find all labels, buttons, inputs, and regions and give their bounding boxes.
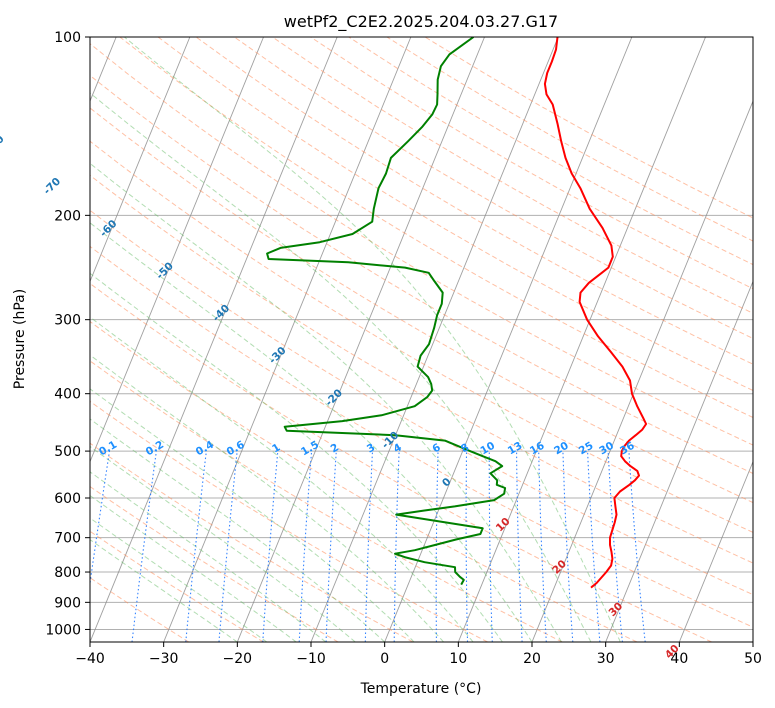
mixing-ratio-line bbox=[607, 451, 623, 642]
x-tick-label: 40 bbox=[670, 651, 688, 667]
dry-adiabat bbox=[157, 37, 753, 392]
dry-adiabat bbox=[90, 530, 264, 642]
x-tick-label: 10 bbox=[449, 651, 467, 667]
isotherm-line bbox=[90, 37, 338, 642]
y-tick-label: 900 bbox=[54, 595, 81, 611]
chart-title: wetPf2_C2E2.2025.204.03.27.G17 bbox=[284, 12, 558, 32]
moist-adiabat bbox=[124, 37, 621, 642]
dry-adiabat bbox=[90, 282, 712, 642]
dry-adiabat bbox=[90, 485, 339, 642]
dry-adiabat bbox=[310, 37, 753, 290]
x-tick-label: −10 bbox=[296, 651, 326, 667]
x-tick-label: −30 bbox=[149, 651, 179, 667]
moist-adiabat bbox=[90, 388, 415, 642]
mixing-ratio-line bbox=[185, 451, 207, 642]
y-tick-label: 300 bbox=[54, 313, 81, 329]
y-tick-label: 100 bbox=[54, 30, 81, 46]
isotherm-line bbox=[310, 37, 559, 642]
dry-adiabat bbox=[119, 37, 753, 418]
mixing-ratio-line bbox=[218, 451, 238, 642]
mixing-ratio-line bbox=[628, 451, 646, 642]
y-tick-label: 200 bbox=[54, 208, 81, 224]
isotherm-line bbox=[531, 99, 753, 642]
mixing-ratio-line bbox=[131, 451, 157, 642]
y-tick-label: 500 bbox=[54, 444, 81, 460]
profile-lines bbox=[266, 37, 648, 589]
x-tick-label: −20 bbox=[223, 651, 253, 667]
y-axis-label: Pressure (hPa) bbox=[12, 289, 28, 389]
isotherm-line bbox=[384, 37, 633, 642]
moist-adiabat bbox=[90, 272, 503, 642]
background-lines bbox=[90, 37, 753, 642]
x-tick-label: −40 bbox=[75, 651, 105, 667]
temperature-line bbox=[543, 37, 648, 589]
x-tick-label: 0 bbox=[380, 651, 389, 667]
dry-adiabat bbox=[90, 400, 488, 642]
moist-adiabat bbox=[90, 354, 444, 642]
dewpoint-line bbox=[266, 37, 507, 586]
isotherm-label: -80 bbox=[0, 133, 7, 155]
x-tick-label: 30 bbox=[597, 651, 615, 667]
y-tick-label: 400 bbox=[54, 387, 81, 403]
y-tick-label: 600 bbox=[54, 491, 81, 507]
isotherm-line bbox=[457, 37, 706, 642]
isotherm-line bbox=[605, 280, 753, 642]
isotherm-line bbox=[163, 37, 412, 642]
mixing-ratio-line bbox=[262, 451, 279, 642]
dry-adiabat bbox=[90, 107, 753, 504]
moist-adiabat bbox=[90, 316, 474, 642]
moist-adiabat bbox=[90, 162, 562, 642]
axes: −40 −30 −20 −10 0 10 20 30 40 50 100 200 300 400 500 60… bbox=[45, 30, 762, 667]
dry-adiabat bbox=[90, 360, 563, 642]
moist-adiabat bbox=[90, 517, 268, 642]
y-tick-label: 1000 bbox=[45, 622, 81, 638]
dry-adiabat bbox=[90, 174, 753, 564]
moist-adiabat bbox=[90, 471, 327, 642]
moist-adiabat bbox=[90, 222, 533, 642]
dry-adiabat bbox=[90, 140, 753, 533]
plot-frame bbox=[89, 36, 754, 643]
mixing-ratio-line bbox=[90, 451, 111, 587]
isotherm-line bbox=[90, 37, 191, 283]
dry-adiabat bbox=[90, 209, 753, 596]
dry-adiabat bbox=[90, 245, 753, 628]
y-tick-label: 700 bbox=[54, 531, 81, 547]
dry-adiabat bbox=[90, 43, 753, 446]
dry-adiabat bbox=[195, 37, 753, 365]
isotherm-line bbox=[236, 37, 485, 642]
isotherm-line bbox=[90, 37, 264, 463]
isotherm-line bbox=[678, 460, 753, 642]
x-tick-label: 20 bbox=[523, 651, 541, 667]
x-axis-label: Temperature (°C) bbox=[360, 681, 482, 697]
y-tick-label: 800 bbox=[54, 565, 81, 581]
dry-adiabat bbox=[90, 320, 638, 642]
x-tick-label: 50 bbox=[744, 651, 762, 667]
